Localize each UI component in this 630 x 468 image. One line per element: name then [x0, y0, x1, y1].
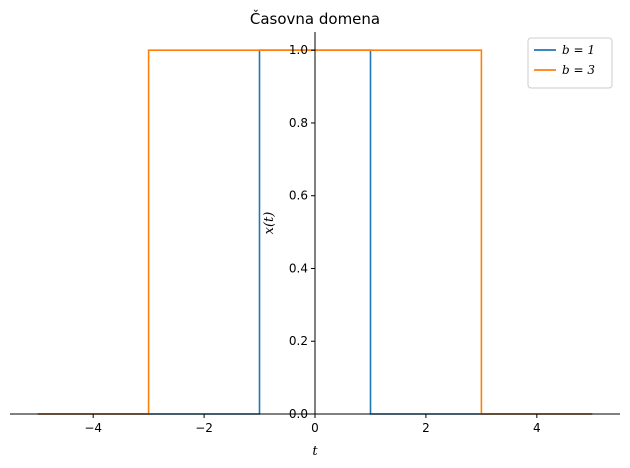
legend: b = 1 b = 3	[527, 37, 613, 89]
y-tick-label: 0.4	[289, 261, 308, 275]
y-tick-label: 0.6	[289, 189, 308, 203]
x-ticks: −4 −2 0 2 4	[84, 414, 541, 435]
x-tick-label: 4	[533, 421, 541, 435]
y-ticks: 0.0 0.2 0.4 0.6 0.8 1.0	[289, 43, 315, 421]
y-tick-label: 0.0	[289, 407, 308, 421]
legend-label-1: b = 1	[562, 43, 595, 57]
y-tick-label: 0.8	[289, 116, 308, 130]
x-tick-label: 0	[311, 421, 319, 435]
legend-label-2: b = 3	[562, 63, 595, 77]
x-axis-label: t	[312, 444, 318, 459]
y-tick-label: 1.0	[289, 43, 308, 57]
x-tick-label: −2	[195, 421, 213, 435]
chart-title: Časovna domena	[250, 9, 380, 28]
x-tick-label: 2	[422, 421, 430, 435]
x-tick-label: −4	[84, 421, 102, 435]
y-tick-label: 0.2	[289, 334, 308, 348]
y-axis-label: x(t)	[262, 212, 277, 235]
